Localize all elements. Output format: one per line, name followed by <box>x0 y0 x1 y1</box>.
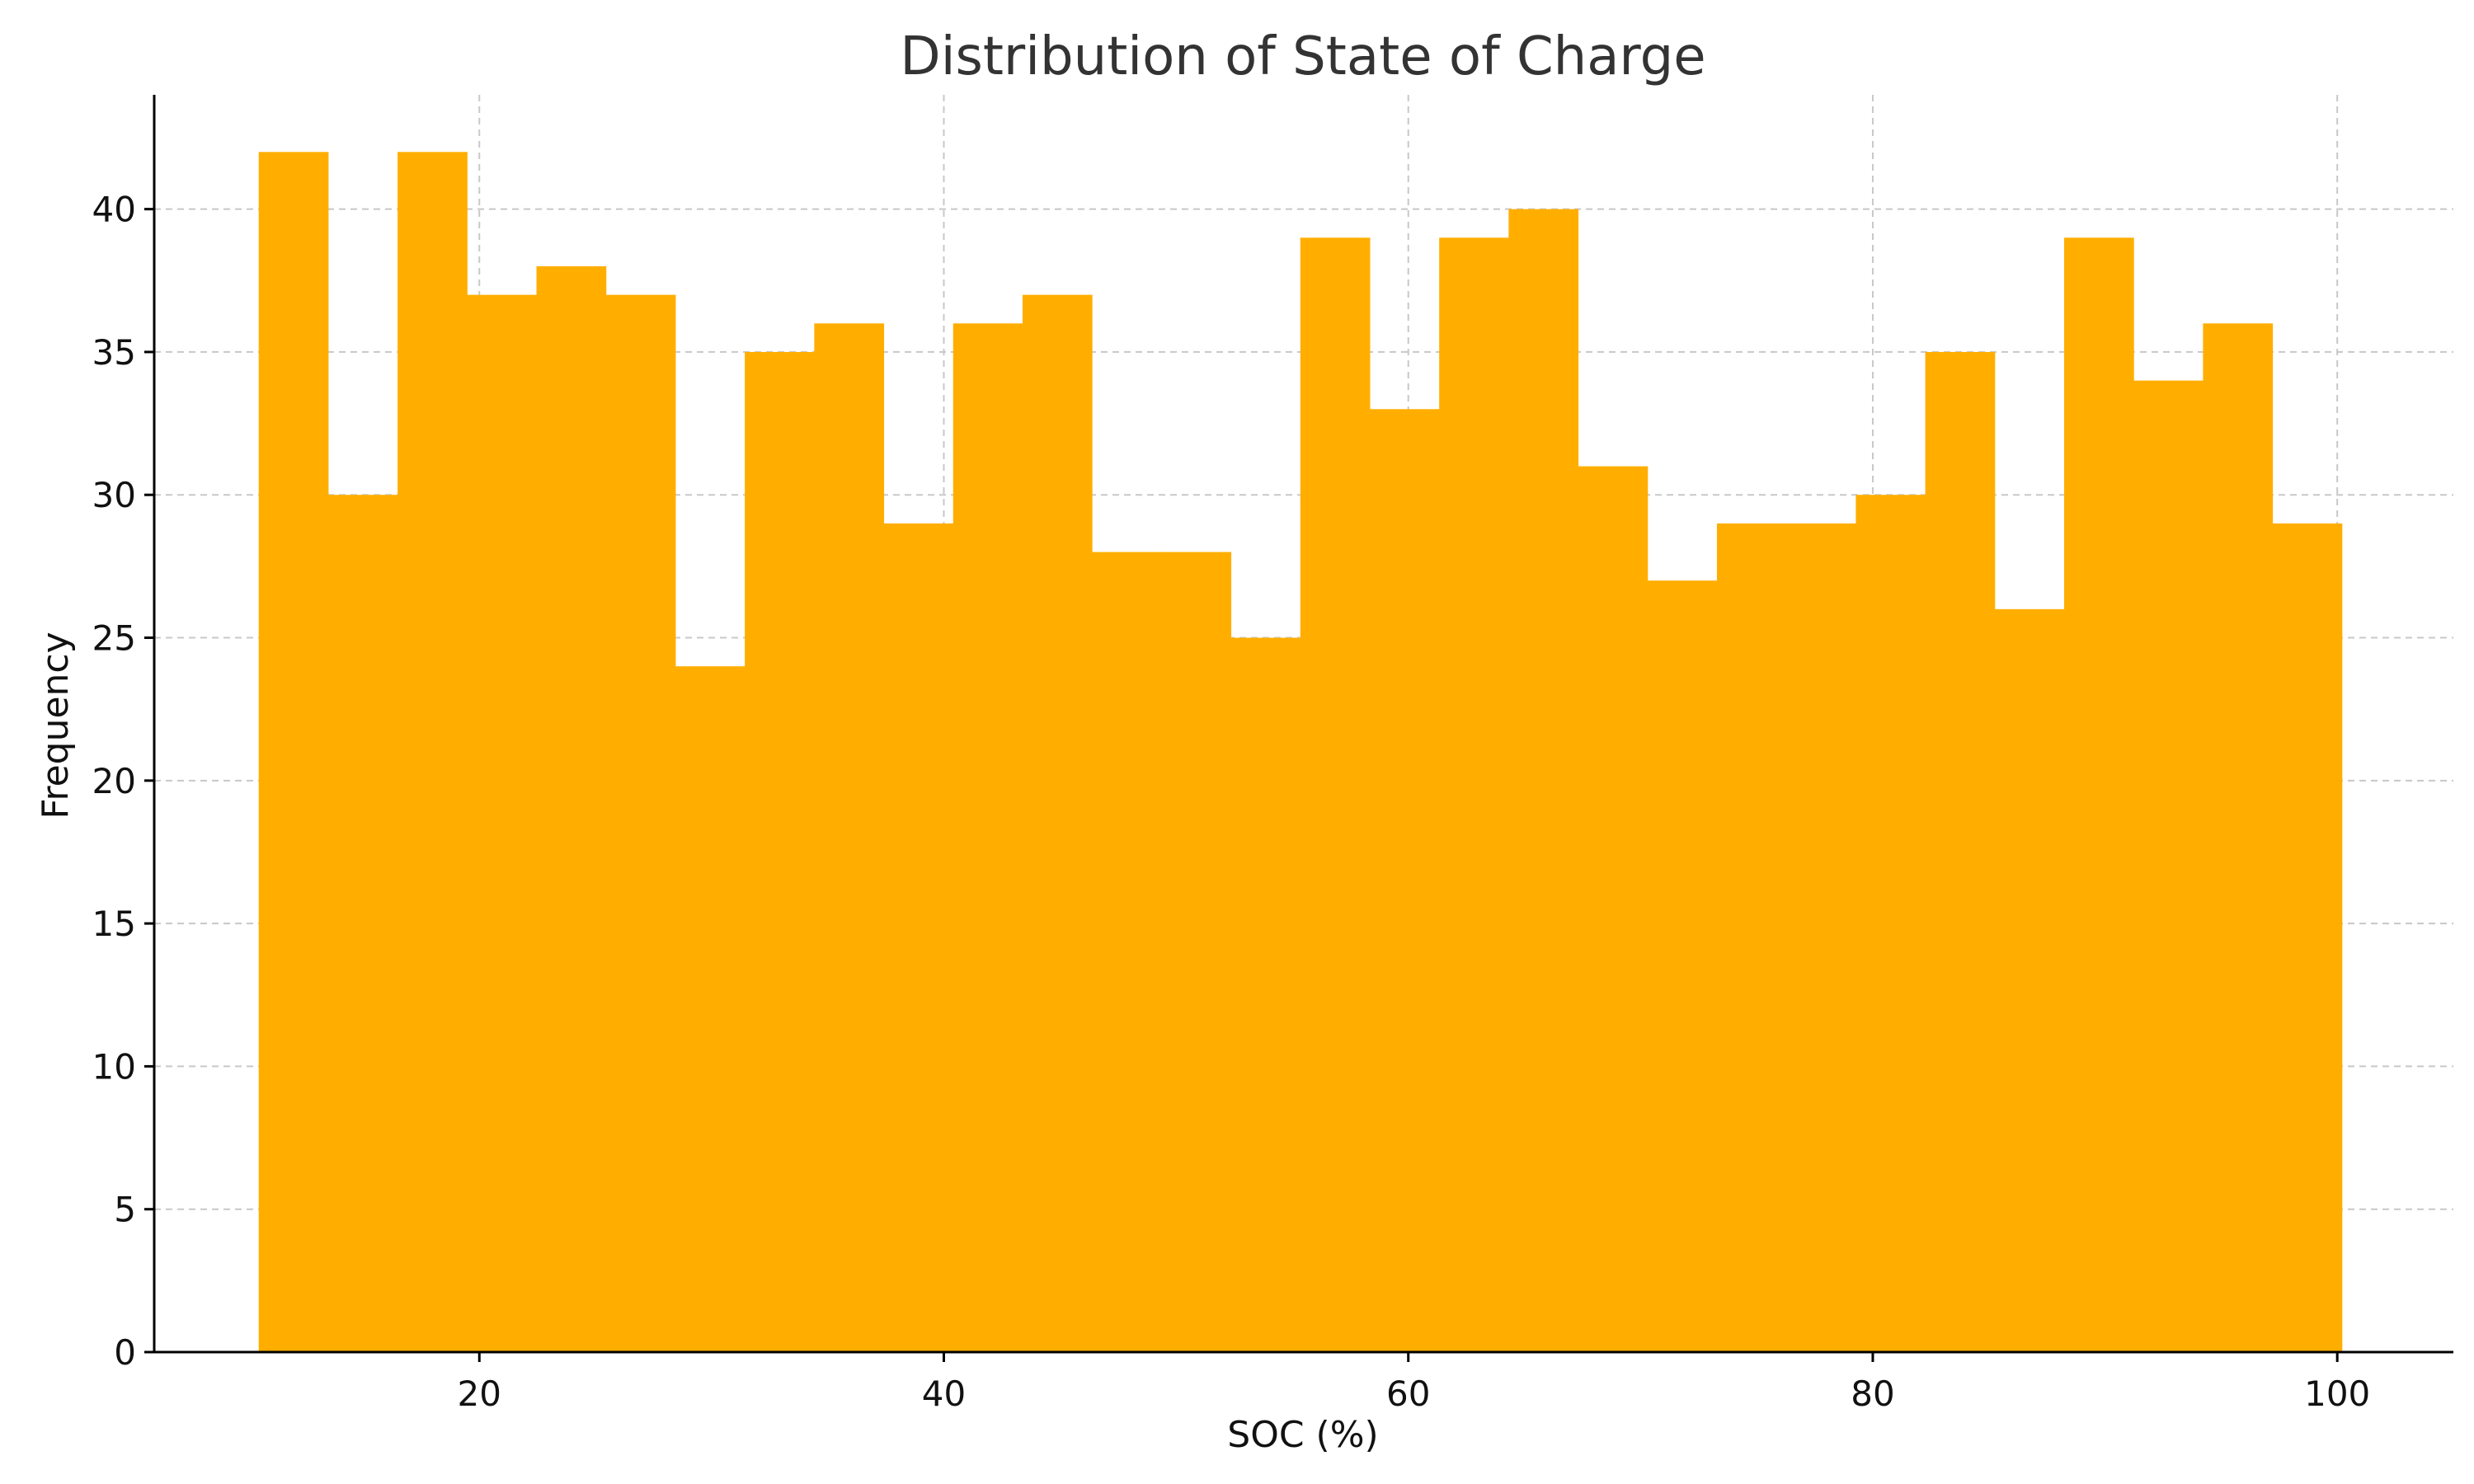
y-tick-label: 5 <box>114 1190 136 1230</box>
histogram-bar <box>1508 209 1579 1353</box>
x-tick-label: 80 <box>1851 1374 1894 1414</box>
axes <box>153 95 2453 1354</box>
histogram-bar <box>1856 495 1926 1352</box>
histogram-bar <box>2203 323 2274 1353</box>
histogram-bar <box>1786 523 1856 1352</box>
y-tick-label: 30 <box>92 475 136 515</box>
histogram-bar <box>467 294 538 1352</box>
histogram-bar <box>814 323 885 1353</box>
histogram-bar <box>2133 380 2204 1352</box>
histogram-bar <box>258 152 329 1353</box>
histogram-bar <box>397 152 468 1353</box>
x-tick-label: 40 <box>922 1374 966 1414</box>
histogram-bar <box>1994 608 2065 1352</box>
histogram-bar <box>1300 237 1371 1353</box>
histogram-bar <box>1092 552 1162 1352</box>
histogram-bar <box>1716 523 1787 1352</box>
y-ticks: 0 5 10 15 20 25 30 35 40 <box>92 190 154 1373</box>
y-tick-label: 40 <box>92 190 136 230</box>
histogram-bar <box>1230 637 1301 1352</box>
histogram-bar <box>327 495 398 1352</box>
histogram-bar <box>675 666 745 1352</box>
histogram-bar <box>1578 466 1649 1353</box>
histogram-bar <box>1647 580 1718 1352</box>
y-tick-label: 10 <box>92 1046 136 1087</box>
histogram-bar <box>1439 237 1509 1353</box>
x-axis-label: SOC (%) <box>1227 1414 1378 1456</box>
histogram-bar <box>2064 237 2134 1353</box>
x-tick-label: 20 <box>458 1374 501 1414</box>
x-tick-label: 100 <box>2304 1374 2370 1414</box>
y-tick-label: 0 <box>114 1332 136 1373</box>
histogram-bar <box>2272 523 2343 1352</box>
y-tick-label: 35 <box>92 332 136 373</box>
histogram-bar <box>1369 409 1440 1352</box>
histogram-bar <box>605 294 676 1352</box>
histogram-bar <box>536 265 607 1352</box>
bars <box>258 152 2343 1353</box>
chart-title: Distribution of State of Charge <box>900 26 1705 87</box>
y-axis-label: Frequency <box>35 632 77 819</box>
histogram-bar <box>1161 552 1232 1352</box>
x-ticks: 20 40 60 80 100 <box>458 1352 2370 1414</box>
histogram-bar <box>1925 351 1996 1352</box>
histogram-bar <box>952 323 1023 1353</box>
histogram-bar <box>883 523 954 1352</box>
y-tick-label: 20 <box>92 761 136 801</box>
y-tick-label: 25 <box>92 618 136 659</box>
histogram-bar <box>1022 294 1093 1352</box>
x-tick-label: 60 <box>1386 1374 1430 1414</box>
histogram-bar <box>745 351 815 1352</box>
y-tick-label: 15 <box>92 904 136 944</box>
